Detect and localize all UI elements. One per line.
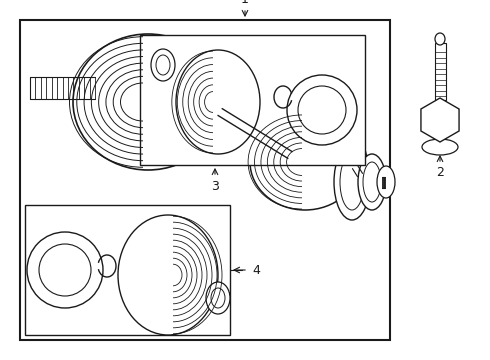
Circle shape (298, 86, 346, 134)
Ellipse shape (176, 50, 260, 154)
Text: 3: 3 (211, 180, 219, 193)
Ellipse shape (118, 215, 218, 335)
Ellipse shape (156, 55, 170, 75)
Ellipse shape (363, 162, 381, 202)
Bar (25, 205, 230, 335)
Ellipse shape (348, 147, 362, 177)
Circle shape (27, 232, 103, 308)
Ellipse shape (358, 154, 386, 210)
Circle shape (39, 244, 91, 296)
Ellipse shape (206, 282, 230, 314)
Text: 4: 4 (252, 264, 260, 276)
Ellipse shape (151, 49, 175, 81)
Bar (20, 20, 390, 340)
Text: 2: 2 (436, 166, 444, 179)
Circle shape (287, 75, 357, 145)
Bar (140, 35, 365, 165)
Ellipse shape (422, 139, 458, 155)
Ellipse shape (435, 33, 445, 45)
Bar (435, 43, 445, 100)
Ellipse shape (206, 82, 224, 122)
Text: 1: 1 (241, 0, 249, 6)
Polygon shape (421, 98, 459, 142)
Ellipse shape (73, 34, 223, 170)
Ellipse shape (334, 144, 370, 220)
Ellipse shape (343, 140, 367, 184)
Ellipse shape (250, 114, 360, 210)
Ellipse shape (340, 154, 364, 210)
Ellipse shape (211, 288, 225, 308)
Ellipse shape (377, 166, 395, 198)
Ellipse shape (200, 74, 230, 130)
